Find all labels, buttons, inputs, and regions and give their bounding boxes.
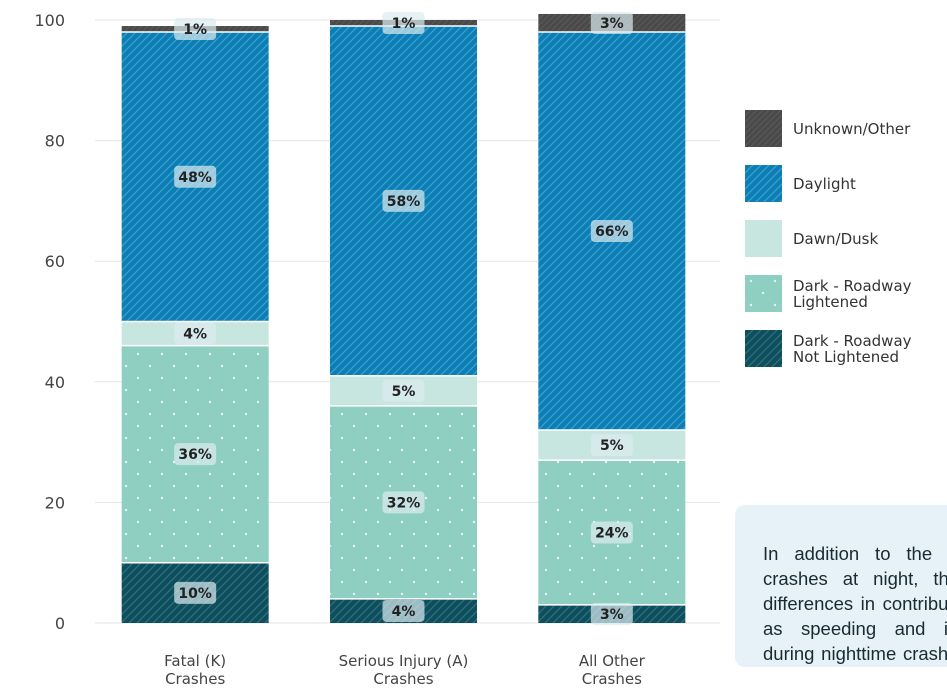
- category-label: Fatal (K): [164, 652, 226, 670]
- category-label: Crashes: [165, 670, 225, 688]
- y-tick-label: 100: [34, 11, 65, 30]
- legend-item-notlit: Dark - Roadway Not Lightened: [745, 330, 947, 367]
- data-label: 10%: [178, 586, 212, 602]
- data-label-bg: [590, 220, 633, 243]
- data-label-bg: [174, 581, 217, 604]
- data-label-bg: [382, 379, 425, 402]
- legend-swatch: [745, 275, 782, 312]
- note-box: In addition to the higher share of crash…: [735, 505, 947, 667]
- data-label-bg: [382, 12, 425, 35]
- legend-label: Dark - Roadway Not Lightened: [793, 331, 912, 366]
- data-label: 4%: [183, 327, 207, 343]
- data-label: 32%: [387, 495, 421, 511]
- legend-label: Dark - Roadway Lightened: [793, 276, 912, 311]
- data-label-bg: [174, 322, 217, 345]
- data-label: 3%: [600, 16, 624, 32]
- data-label-bg: [174, 443, 217, 466]
- category-label: Crashes: [582, 670, 642, 688]
- data-label-bg: [174, 18, 217, 41]
- category-label: Crashes: [373, 670, 433, 688]
- data-label: 48%: [178, 170, 212, 186]
- legend-label: Unknown/Other: [793, 119, 911, 138]
- legend-swatch: [745, 330, 782, 367]
- data-label: 1%: [392, 16, 416, 32]
- data-label-bg: [382, 491, 425, 514]
- category-label: All Other: [579, 652, 646, 670]
- legend-item-daylight: Daylight: [745, 165, 947, 202]
- data-label-bg: [590, 521, 633, 544]
- legend-item-unknown: Unknown/Other: [745, 110, 947, 147]
- data-label-bg: [382, 599, 425, 622]
- legend-label: Daylight: [793, 174, 856, 193]
- legend-item-lit: Dark - Roadway Lightened: [745, 275, 947, 312]
- data-label: 58%: [387, 194, 421, 210]
- y-tick-label: 0: [55, 614, 65, 633]
- data-label: 66%: [595, 224, 629, 240]
- y-tick-label: 60: [45, 252, 65, 271]
- y-tick-label: 80: [45, 132, 65, 151]
- data-label: 36%: [178, 447, 212, 463]
- legend-item-dawn: Dawn/Dusk: [745, 220, 947, 257]
- data-label-bg: [590, 602, 633, 625]
- data-label: 1%: [183, 22, 207, 38]
- data-label: 3%: [600, 607, 624, 623]
- legend-swatch: [745, 110, 782, 147]
- data-label-bg: [590, 12, 633, 35]
- legend-label: Dawn/Dusk: [793, 229, 879, 248]
- data-label-bg: [382, 189, 425, 212]
- note-text: In addition to the higher share of crash…: [763, 543, 947, 664]
- data-label: 5%: [600, 438, 624, 454]
- legend-swatch: [745, 165, 782, 202]
- data-label-bg: [590, 434, 633, 457]
- data-label: 5%: [392, 384, 416, 400]
- data-label: 4%: [392, 604, 416, 620]
- chart-legend: Unknown/Other Daylight Dawn/Dusk Dark - Roa…: [745, 110, 947, 385]
- y-tick-label: 20: [45, 493, 65, 512]
- legend-swatch: [745, 220, 782, 257]
- data-label-bg: [174, 165, 217, 188]
- category-label: Serious Injury (A): [339, 652, 469, 670]
- y-tick-label: 40: [45, 373, 65, 392]
- data-label: 24%: [595, 526, 629, 542]
